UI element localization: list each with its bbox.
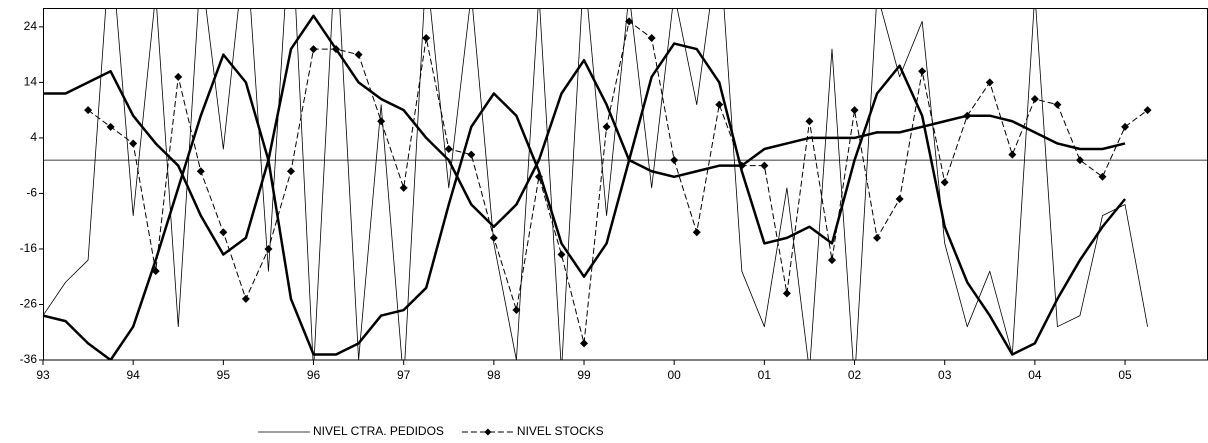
data-point	[805, 117, 814, 126]
data-point	[512, 306, 521, 315]
x-tick-label: 02	[848, 368, 862, 382]
data-point	[399, 183, 408, 192]
y-tick-label: -16	[20, 241, 38, 255]
data-point	[895, 194, 904, 203]
data-point	[1121, 122, 1130, 131]
data-point	[850, 106, 859, 115]
data-point	[918, 67, 927, 76]
data-point	[625, 17, 634, 26]
x-tick-label: 95	[217, 368, 231, 382]
data-point	[196, 167, 205, 176]
data-point	[1098, 172, 1107, 181]
legend-label: NIVEL CTRA. PEDIDOS	[313, 424, 444, 438]
data-point	[219, 228, 228, 237]
y-tick-label: -6	[26, 186, 37, 200]
plot-area	[43, 8, 1208, 360]
data-point	[377, 117, 386, 126]
data-point	[241, 294, 250, 303]
data-point	[1008, 150, 1017, 159]
data-point	[1075, 156, 1084, 165]
data-point	[692, 228, 701, 237]
data-point	[354, 50, 363, 59]
legend-label: NIVEL STOCKS	[517, 424, 604, 438]
data-point	[174, 72, 183, 81]
data-point	[1143, 106, 1152, 115]
data-point	[309, 45, 318, 54]
data-point	[940, 178, 949, 187]
y-tick-label: -36	[20, 352, 38, 366]
plot-frame	[43, 8, 1208, 361]
data-point	[422, 33, 431, 42]
x-tick-label: 97	[397, 368, 411, 382]
data-point	[489, 233, 498, 242]
data-point	[647, 33, 656, 42]
x-tick-label: 93	[36, 368, 50, 382]
x-tick-label: 99	[577, 368, 591, 382]
data-point	[1030, 95, 1039, 104]
data-point	[760, 161, 769, 170]
y-tick-label: -26	[20, 297, 38, 311]
data-point	[84, 106, 93, 115]
data-point	[264, 244, 273, 253]
y-tick-label: 24	[24, 19, 38, 33]
series-line	[43, 14, 1126, 256]
x-tick-label: 00	[668, 368, 682, 382]
series-line	[87, 20, 1148, 344]
x-tick-label: 94	[126, 368, 140, 382]
data-point	[106, 122, 115, 131]
data-point	[286, 167, 295, 176]
data-point	[873, 233, 882, 242]
data-point	[715, 100, 724, 109]
data-point	[580, 339, 589, 348]
x-tick-label: 04	[1028, 368, 1042, 382]
x-tick-label: 01	[758, 368, 772, 382]
y-tick-label: 4	[30, 130, 37, 144]
y-tick-label: 14	[24, 75, 38, 89]
x-tick-label: 03	[938, 368, 952, 382]
legend-marker	[484, 428, 492, 436]
series-line	[43, 8, 1148, 360]
data-point	[827, 256, 836, 265]
x-tick-label: 98	[487, 368, 501, 382]
series-line	[43, 42, 1127, 360]
data-point	[1053, 100, 1062, 109]
x-tick-label: 96	[307, 368, 321, 382]
data-point	[670, 156, 679, 165]
data-point	[467, 150, 476, 159]
data-point	[444, 145, 453, 154]
data-point	[985, 78, 994, 87]
data-point	[557, 250, 566, 259]
x-tick-label: 05	[1118, 368, 1132, 382]
data-point	[602, 122, 611, 131]
data-point	[129, 139, 138, 148]
data-point	[782, 289, 791, 298]
